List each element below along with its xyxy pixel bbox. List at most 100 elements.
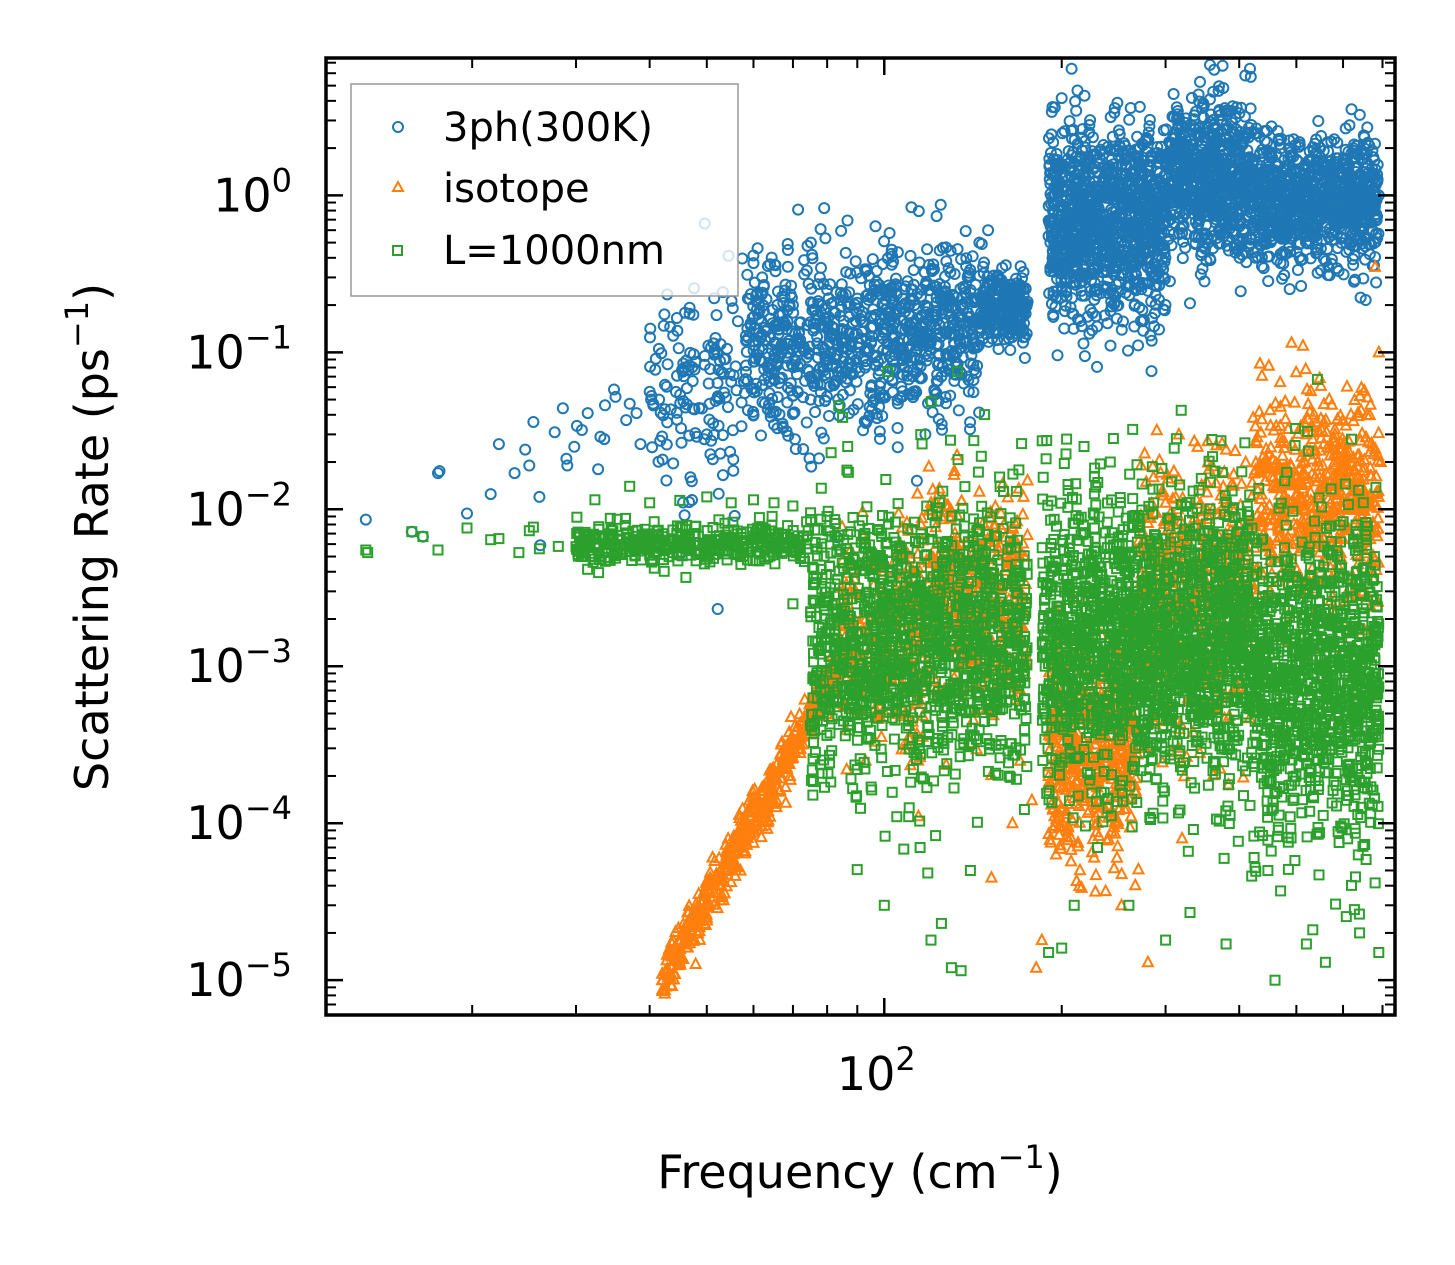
data-point (960, 252, 973, 265)
data-point (944, 266, 957, 279)
data-point (781, 244, 794, 256)
data-point (672, 342, 685, 355)
data-point (630, 407, 643, 420)
data-point (887, 293, 900, 306)
data-point (1345, 103, 1358, 116)
data-point (890, 272, 902, 285)
data-point (675, 436, 688, 449)
data-point (967, 386, 980, 399)
data-point (1283, 283, 1296, 296)
data-point (726, 302, 739, 315)
data-point (797, 343, 810, 356)
data-point (911, 302, 924, 315)
data-point (785, 279, 798, 292)
data-point (725, 294, 738, 307)
data-point (930, 210, 943, 223)
data-point (678, 509, 691, 522)
data-point (821, 349, 834, 362)
data-point (660, 438, 673, 451)
data-point (659, 378, 671, 391)
data-point (728, 509, 741, 522)
data-point (825, 327, 838, 340)
data-point (661, 416, 674, 429)
data-point (982, 224, 995, 237)
data-point (1123, 113, 1136, 126)
data-point (823, 410, 835, 422)
data-point (881, 344, 894, 357)
data-point (698, 350, 711, 362)
data-point (1058, 125, 1071, 138)
data-point (789, 443, 802, 455)
data-point (798, 268, 811, 281)
data-point (781, 260, 794, 273)
data-point (1122, 344, 1134, 357)
data-point (849, 255, 862, 268)
data-point (953, 310, 966, 323)
data-point (1065, 62, 1078, 75)
data-point (874, 729, 889, 742)
data-point (855, 325, 868, 338)
data-point (906, 370, 919, 383)
data-point (711, 603, 724, 615)
data-point (871, 412, 884, 425)
data-point (937, 241, 949, 254)
data-point (891, 505, 906, 519)
data-point (561, 459, 574, 472)
data-point (1084, 114, 1097, 127)
data-point (658, 403, 671, 416)
data-point (781, 238, 794, 250)
data-point (658, 308, 671, 321)
data-point (933, 347, 946, 360)
data-point (950, 347, 963, 360)
data-point (844, 356, 857, 369)
data-point (841, 297, 854, 309)
data-point (882, 279, 895, 292)
data-point (1078, 89, 1091, 102)
data-point (634, 438, 647, 451)
data-point (886, 386, 899, 399)
data-point (934, 198, 947, 211)
data-point (1051, 349, 1064, 362)
data-point (866, 253, 879, 266)
data-point (982, 335, 995, 348)
data-point (1020, 327, 1033, 340)
data-point (905, 201, 918, 214)
data-point (740, 334, 753, 347)
data-point (772, 319, 785, 331)
data-point (654, 434, 667, 447)
data-point (857, 352, 870, 365)
data-point (907, 264, 920, 277)
data-point (999, 300, 1012, 313)
data-point (1019, 282, 1032, 295)
data-point (813, 271, 826, 284)
data-point (975, 314, 988, 327)
data-point (1077, 337, 1090, 350)
points-layer (359, 58, 1388, 999)
data-point (797, 443, 810, 456)
data-point (994, 311, 1007, 324)
data-point (702, 377, 715, 390)
data-point (885, 258, 898, 271)
data-point (926, 406, 939, 419)
data-point (519, 443, 532, 456)
data-point (964, 423, 976, 436)
data-point (1136, 304, 1149, 316)
data-point (760, 293, 773, 306)
data-point (1117, 315, 1129, 328)
data-point (1167, 88, 1180, 100)
data-point (683, 307, 696, 320)
data-point (960, 260, 973, 273)
data-point (1312, 115, 1325, 127)
data-point (757, 305, 770, 318)
data-point (771, 422, 784, 435)
data-point (726, 424, 739, 437)
data-point (801, 319, 814, 332)
data-point (923, 284, 936, 296)
data-point (1176, 252, 1189, 265)
data-point (773, 372, 786, 385)
data-point (841, 214, 854, 227)
data-point (786, 408, 799, 420)
data-point (995, 282, 1008, 295)
data-point (869, 351, 882, 364)
